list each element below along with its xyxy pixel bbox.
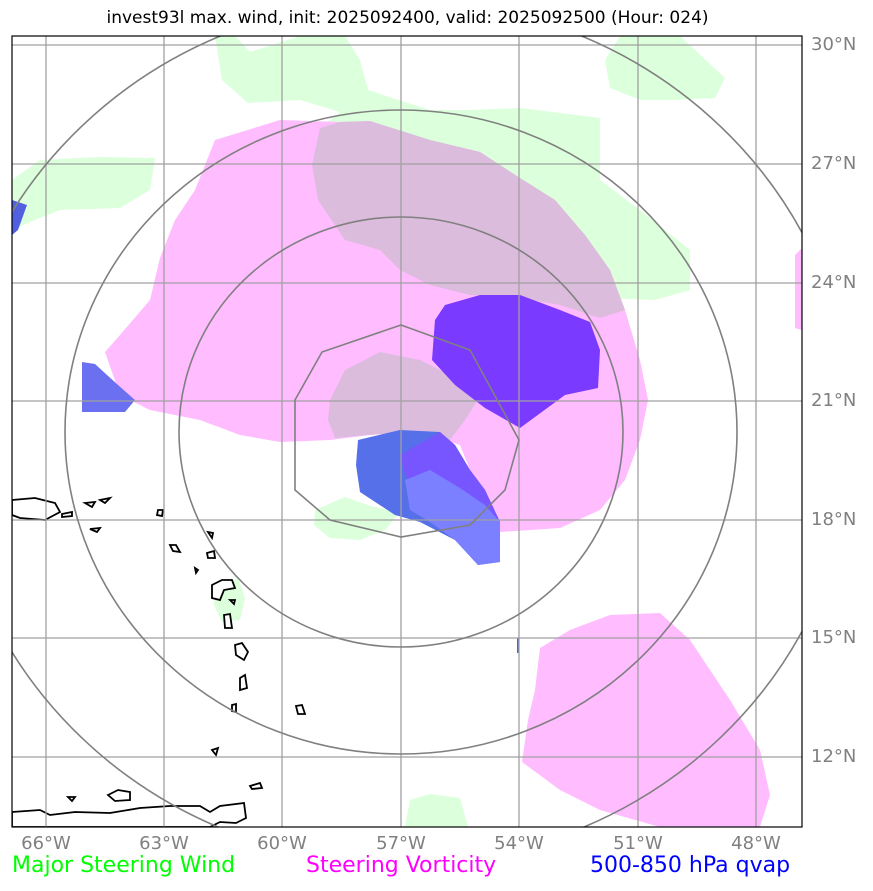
- legend-steering-wind: Major Steering Wind: [12, 853, 236, 878]
- lon-label-57w: 57°W: [376, 833, 426, 854]
- lon-label-60w: 60°W: [257, 833, 307, 854]
- legend-qvap: 500-850 hPa qvap: [590, 853, 791, 878]
- graticule: [12, 36, 802, 827]
- lat-label-15n: 15°N: [811, 627, 857, 648]
- legend-steering-vorticity: Steering Vorticity: [306, 853, 497, 878]
- qvap-field: [12, 200, 600, 653]
- range-rings: [12, 36, 802, 827]
- lat-label-18n: 18°N: [811, 509, 857, 530]
- wind-vorticity-overlap: [312, 121, 625, 440]
- lat-label-27n: 27°N: [811, 153, 857, 174]
- coastlines: [12, 496, 307, 827]
- lat-label-12n: 12°N: [811, 746, 857, 767]
- lon-label-63w: 63°W: [139, 833, 189, 854]
- plot-frame: [11, 35, 803, 828]
- lon-label-48w: 48°W: [731, 833, 781, 854]
- map-title: invest93l max. wind, init: 2025092400, v…: [106, 8, 709, 28]
- lat-label-30n: 30°N: [811, 34, 857, 55]
- lon-label-54w: 54°W: [494, 833, 544, 854]
- lon-label-66w: 66°W: [21, 833, 71, 854]
- lat-label-21n: 21°N: [811, 390, 857, 411]
- lon-label-51w: 51°W: [613, 833, 663, 854]
- lat-label-24n: 24°N: [811, 272, 857, 293]
